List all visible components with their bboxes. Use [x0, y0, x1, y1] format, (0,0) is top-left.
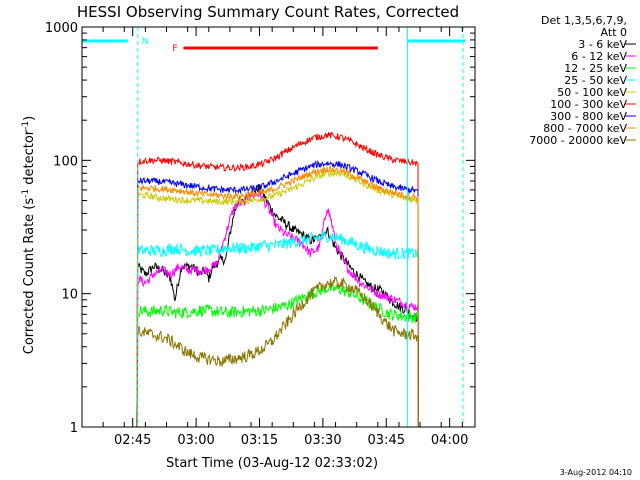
x-tick-label: 04:00 [431, 433, 468, 448]
ylabel-mid: detector [22, 129, 37, 189]
date-stamp: 3-Aug-2012 04:10 [560, 468, 632, 477]
legend-entry: 3 - 6 keV [578, 38, 627, 51]
ylabel-sup2: -1 [21, 121, 31, 130]
x-tick-label: 03:30 [304, 433, 341, 448]
series-3-6-kev-line [136, 184, 419, 428]
svg-text:Corrected Count Rate (s-1 dete: Corrected Count Rate (s-1 detector-1) [21, 116, 37, 354]
y-tick-label: 1 [70, 421, 78, 436]
legend-header: Det 1,3,5,6,7,9, [541, 14, 627, 27]
x-tick-label: 02:45 [114, 433, 151, 448]
ylabel-end: ) [22, 116, 37, 121]
x-tick-label: 03:15 [241, 433, 278, 448]
series-300-800-kev-line [136, 159, 419, 428]
series-group [136, 131, 419, 428]
legend-entry: 12 - 25 keV [564, 62, 627, 75]
flare-label: F [172, 44, 177, 54]
series-6-12-kev-line [136, 189, 419, 428]
x-tick-label: 03:00 [177, 433, 214, 448]
legend-entry: 800 - 7000 keV [543, 122, 627, 135]
x-tick-label: 03:45 [368, 433, 405, 448]
y-tick-label: 10 [61, 288, 78, 303]
y-tick-label: 100 [53, 154, 78, 169]
legend-entry: 25 - 50 keV [564, 74, 627, 87]
legend-entry: 7000 - 20000 keV [529, 134, 627, 147]
y-axis-label: Corrected Count Rate (s-1 detector-1) [21, 116, 37, 354]
ylabel-main: Corrected Count Rate (s [22, 198, 37, 355]
series-800-7000-kev-line [136, 164, 419, 428]
x-axis-label: Start Time (03-Aug-12 02:33:02) [166, 456, 378, 471]
annotation-group: NF [82, 27, 465, 427]
legend-entry: 6 - 12 keV [571, 50, 627, 63]
chart-title: HESSI Observing Summary Count Rates, Cor… [77, 3, 459, 21]
legend-header: Att 0 [601, 26, 627, 39]
y-tick-label: 1000 [45, 21, 78, 36]
x-ticks: 02:45 03:00 03:15 03:30 03:45 04:00 [102, 27, 468, 448]
series-100-300-kev-line [136, 131, 419, 428]
series-12-25-kev-line [136, 282, 419, 428]
legend-entry: 300 - 800 keV [550, 110, 627, 123]
series-25-50-kev-line [136, 230, 419, 428]
series-7000-20000-kev-line [136, 275, 419, 428]
y-ticks: 1 10 100 1000 [45, 21, 475, 436]
plot-frame [81, 26, 476, 428]
night-label: N [142, 37, 149, 47]
series-50-100-kev-line [136, 169, 419, 428]
legend-entry: 50 - 100 keV [557, 86, 627, 99]
legend-entry: 100 - 300 keV [550, 98, 627, 111]
ylabel-sup1: -1 [21, 189, 31, 198]
